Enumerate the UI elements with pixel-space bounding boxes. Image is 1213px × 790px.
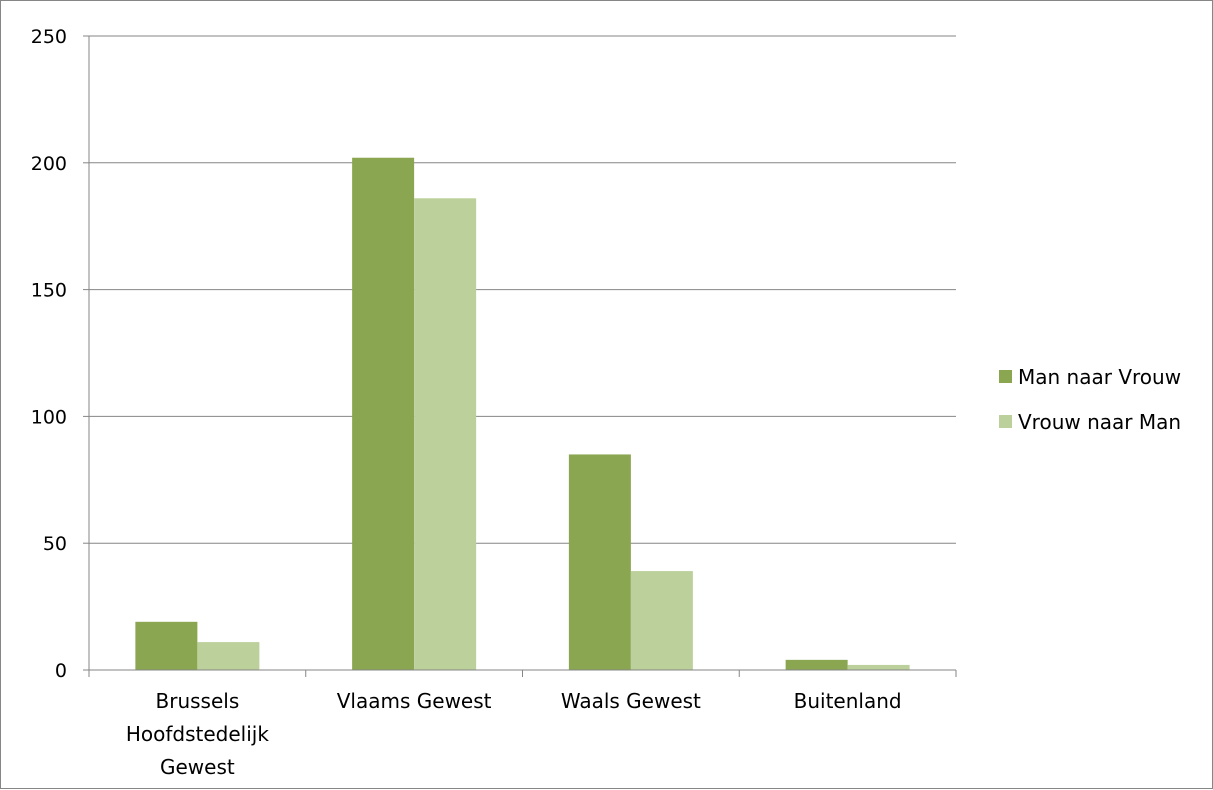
gridlines (89, 35, 956, 544)
x-category-label: Waals Gewest (561, 689, 701, 713)
bar-man-naar-vrouw (352, 157, 415, 670)
x-category-label-line: Hoofdstedelijk (126, 722, 269, 746)
y-tick-label: 200 (31, 153, 67, 175)
x-category-label: Brussels Hoofdstedelijk Gewest (126, 689, 269, 779)
legend-swatch (999, 370, 1012, 383)
bar-man-naar-vrouw (785, 659, 848, 670)
x-category-label-line: Gewest (160, 755, 235, 779)
bar-vrouw-naar-man (197, 642, 260, 670)
y-tick-label: 150 (31, 280, 67, 302)
x-category-label-line: Buitenland (794, 689, 902, 713)
y-tick-label: 50 (43, 533, 67, 555)
bar-man-naar-vrouw (568, 454, 631, 670)
x-category-label-line: Vlaams Gewest (337, 689, 492, 713)
x-category-label: Buitenland (794, 689, 902, 713)
x-category-label: Vlaams Gewest (337, 689, 492, 713)
x-category-label-line: Brussels (156, 689, 240, 713)
bar-vrouw-naar-man (414, 198, 477, 670)
bar-vrouw-naar-man (847, 664, 910, 670)
y-axis-ticks: 0 50 100 150 200 250 (31, 26, 89, 682)
bars (135, 157, 910, 670)
y-tick-label: 0 (55, 660, 67, 682)
legend-label: Vrouw naar Man (1018, 410, 1181, 434)
x-axis-labels: Brussels Hoofdstedelijk Gewest Vlaams Gewes… (126, 689, 902, 779)
legend: Man naar Vrouw Vrouw naar Man (999, 365, 1181, 434)
legend-label: Man naar Vrouw (1018, 365, 1181, 389)
bar-man-naar-vrouw (135, 621, 198, 670)
axes (88, 36, 957, 677)
x-category-label-line: Waals Gewest (561, 689, 701, 713)
y-tick-label: 100 (31, 406, 67, 428)
bar-vrouw-naar-man (630, 571, 693, 670)
legend-swatch (999, 415, 1012, 428)
y-tick-label: 250 (31, 26, 67, 48)
